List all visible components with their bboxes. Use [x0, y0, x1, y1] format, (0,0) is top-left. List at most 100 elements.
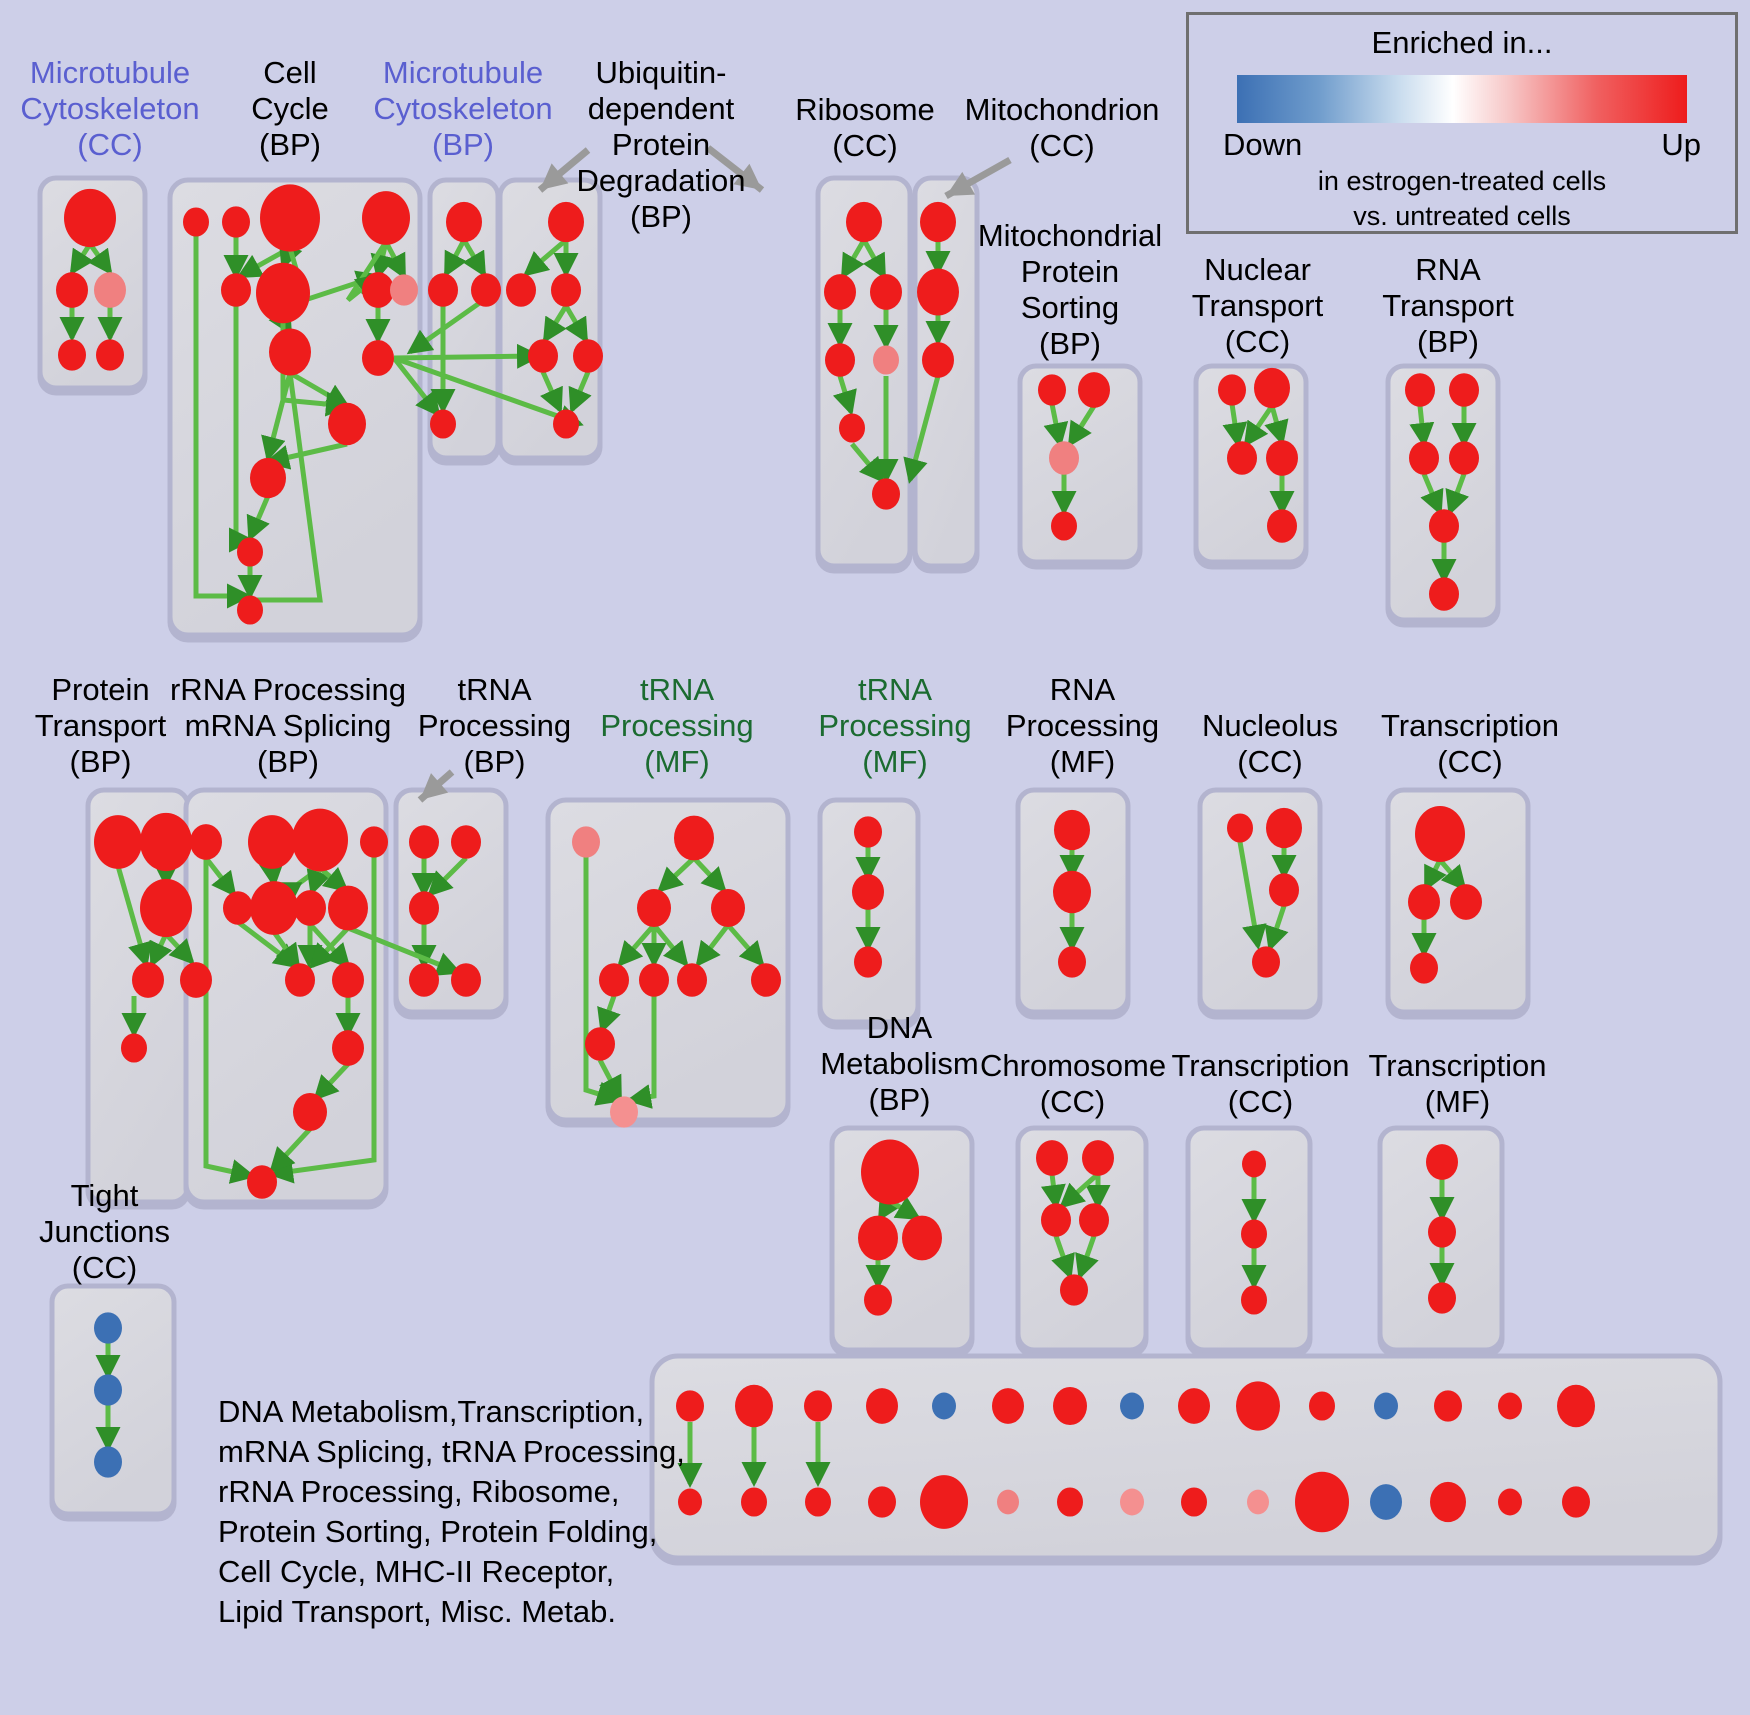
gene-node[interactable]	[293, 1092, 327, 1132]
gene-node[interactable]	[674, 815, 714, 861]
gene-node[interactable]	[362, 191, 410, 245]
gene-node[interactable]	[639, 963, 669, 997]
gene-node[interactable]	[677, 963, 707, 997]
gene-node[interactable]	[1408, 884, 1440, 920]
gene-node[interactable]	[551, 273, 581, 307]
gene-node[interactable]	[1370, 1484, 1402, 1520]
gene-node[interactable]	[360, 826, 388, 858]
gene-node[interactable]	[237, 595, 263, 625]
gene-node[interactable]	[676, 1390, 704, 1422]
gene-node[interactable]	[864, 1284, 892, 1316]
gene-node[interactable]	[870, 274, 902, 310]
gene-node[interactable]	[1242, 1150, 1266, 1178]
gene-node[interactable]	[1374, 1392, 1398, 1420]
gene-node[interactable]	[332, 1030, 364, 1066]
gene-node[interactable]	[285, 963, 315, 997]
gene-node[interactable]	[572, 826, 600, 858]
gene-node[interactable]	[1078, 372, 1110, 408]
gene-node[interactable]	[430, 409, 456, 439]
gene-node[interactable]	[446, 201, 482, 243]
gene-node[interactable]	[1038, 374, 1066, 406]
gene-node[interactable]	[250, 881, 298, 935]
gene-node[interactable]	[1053, 870, 1091, 914]
gene-node[interactable]	[852, 874, 884, 910]
gene-node[interactable]	[528, 339, 558, 373]
gene-node[interactable]	[1236, 1381, 1280, 1431]
gene-node[interactable]	[861, 1139, 919, 1205]
gene-node[interactable]	[573, 339, 603, 373]
gene-node[interactable]	[1405, 373, 1435, 407]
gene-node[interactable]	[858, 1215, 898, 1261]
gene-node[interactable]	[1227, 813, 1253, 843]
gene-node[interactable]	[711, 888, 745, 928]
gene-node[interactable]	[140, 812, 192, 872]
gene-node[interactable]	[1051, 511, 1077, 541]
gene-node[interactable]	[390, 274, 418, 306]
gene-node[interactable]	[58, 339, 86, 371]
gene-node[interactable]	[599, 963, 629, 997]
gene-node[interactable]	[1409, 441, 1439, 475]
gene-node[interactable]	[1178, 1388, 1210, 1424]
gene-node[interactable]	[917, 268, 959, 316]
gene-node[interactable]	[751, 963, 781, 997]
gene-node[interactable]	[920, 201, 956, 243]
gene-node[interactable]	[1036, 1140, 1068, 1176]
gene-node[interactable]	[1426, 1144, 1458, 1180]
gene-node[interactable]	[997, 1489, 1019, 1515]
gene-node[interactable]	[922, 342, 954, 378]
gene-node[interactable]	[873, 345, 899, 375]
gene-node[interactable]	[804, 1390, 832, 1422]
gene-node[interactable]	[735, 1384, 773, 1428]
gene-node[interactable]	[839, 413, 865, 443]
gene-node[interactable]	[1430, 1481, 1466, 1523]
gene-node[interactable]	[1269, 873, 1299, 907]
gene-node[interactable]	[866, 1388, 898, 1424]
gene-node[interactable]	[805, 1487, 831, 1517]
gene-node[interactable]	[1054, 809, 1090, 851]
gene-node[interactable]	[94, 1446, 122, 1478]
gene-node[interactable]	[96, 339, 124, 371]
gene-node[interactable]	[409, 963, 439, 997]
gene-node[interactable]	[553, 409, 579, 439]
gene-node[interactable]	[506, 273, 536, 307]
gene-node[interactable]	[292, 808, 348, 872]
gene-node[interactable]	[678, 1488, 702, 1516]
gene-node[interactable]	[1252, 946, 1280, 978]
gene-node[interactable]	[932, 1392, 956, 1420]
gene-node[interactable]	[1049, 441, 1079, 475]
gene-node[interactable]	[1082, 1140, 1114, 1176]
gene-node[interactable]	[247, 1165, 277, 1199]
gene-node[interactable]	[94, 815, 142, 869]
gene-node[interactable]	[471, 273, 501, 307]
gene-node[interactable]	[741, 1487, 767, 1517]
gene-node[interactable]	[1429, 509, 1459, 543]
gene-node[interactable]	[902, 1215, 942, 1261]
gene-node[interactable]	[1079, 1203, 1109, 1237]
gene-node[interactable]	[94, 1374, 122, 1406]
gene-node[interactable]	[610, 1096, 638, 1128]
gene-node[interactable]	[1429, 577, 1459, 611]
gene-node[interactable]	[1449, 441, 1479, 475]
gene-node[interactable]	[328, 402, 366, 446]
gene-node[interactable]	[362, 272, 394, 308]
gene-node[interactable]	[250, 457, 286, 499]
gene-node[interactable]	[221, 273, 251, 307]
gene-node[interactable]	[1241, 1219, 1267, 1249]
gene-node[interactable]	[1295, 1471, 1349, 1533]
gene-node[interactable]	[1041, 1203, 1071, 1237]
gene-node[interactable]	[1247, 1489, 1269, 1515]
gene-node[interactable]	[332, 962, 364, 998]
gene-node[interactable]	[183, 207, 209, 237]
gene-node[interactable]	[1557, 1384, 1595, 1428]
gene-node[interactable]	[1241, 1285, 1267, 1315]
gene-node[interactable]	[920, 1475, 968, 1529]
gene-node[interactable]	[1120, 1488, 1144, 1516]
gene-node[interactable]	[1218, 374, 1246, 406]
gene-node[interactable]	[132, 962, 164, 998]
gene-node[interactable]	[1415, 806, 1465, 862]
gene-node[interactable]	[1227, 441, 1257, 475]
gene-node[interactable]	[1053, 1386, 1087, 1426]
gene-node[interactable]	[1057, 1487, 1083, 1517]
gene-node[interactable]	[121, 1033, 147, 1063]
gene-node[interactable]	[548, 201, 584, 243]
